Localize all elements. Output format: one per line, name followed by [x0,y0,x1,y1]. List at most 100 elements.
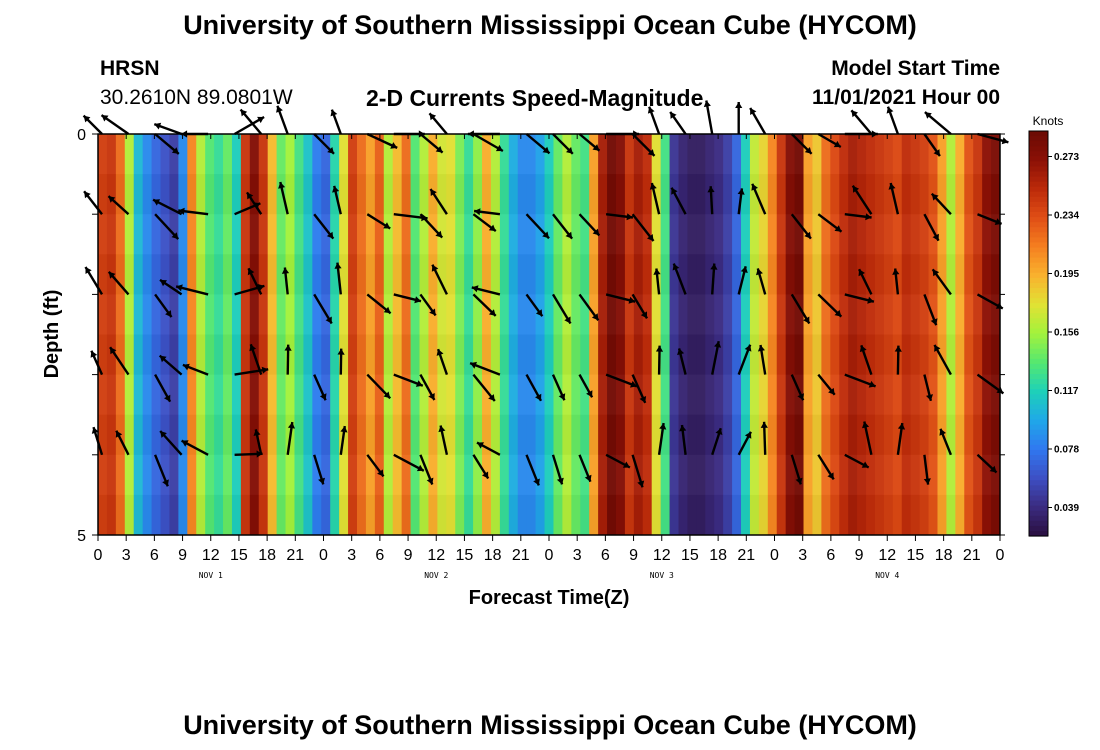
current-vector-head [851,110,858,118]
heatmap-cell [517,134,528,535]
heatmap-cell [383,134,394,535]
current-vector-head [470,361,477,369]
colorbar-segment [1029,176,1048,183]
heatmap-cell [178,134,189,535]
current-vector-head [482,471,489,479]
x-tick-label: 6 [150,547,159,564]
current-vector-head [256,450,263,458]
heatmap-cell [133,134,144,535]
heatmap-cell [973,134,983,535]
colorbar-segment [1029,277,1048,284]
x-tick-label: 9 [629,547,638,564]
colorbar-tick-label: 0.117 [1054,386,1079,397]
current-vector-head [639,396,647,403]
current-vector-head [154,122,162,130]
heatmap-cell [348,134,358,535]
colorbar-segment [1029,515,1048,522]
current-vector-head [834,225,842,232]
current-vector-head [932,269,940,277]
colorbar-tick-label: 0.156 [1054,328,1079,339]
current-vector-head [247,192,254,200]
colorbar-segment [1029,495,1048,502]
heatmap-cell [267,134,278,535]
heatmap-cell [794,134,805,535]
current-vector-head [744,431,752,439]
colorbar-segment [1029,434,1048,441]
heatmap-cell [571,134,582,535]
colorbar-segment [1029,465,1048,471]
colorbar-segment [1029,181,1048,188]
heatmap-cell [580,134,590,535]
current-vector-head [159,355,167,363]
current-vector-head [868,380,876,388]
current-vector-head [287,422,295,429]
current-vector-head [564,316,571,324]
current-vector-head [714,341,722,348]
current-vector-head [556,477,564,485]
current-vector-head [429,113,437,121]
colorbar-segment [1029,358,1048,365]
x-tick-label: 21 [737,547,755,564]
current-vector-head [584,474,592,482]
colorbar-segment [1029,404,1048,411]
current-vector-head [703,100,711,108]
current-vector-head [153,199,161,206]
colorbar-segment [1029,191,1048,198]
x-tick-label: 12 [653,547,671,564]
chart-title: University of Southern Mississippi Ocean… [183,10,917,40]
colorbar-segment [1029,343,1048,350]
day-label: NOV 4 [875,571,899,580]
current-vector-head [750,108,757,115]
heatmap-cell [455,134,465,535]
heatmap-cell [982,134,992,535]
heatmap-cell [749,134,760,535]
current-vector-head [795,477,803,485]
heatmap-cell [312,134,323,535]
current-vector-head [592,144,600,151]
current-vector-head [926,394,933,401]
x-tick-label: 6 [826,547,835,564]
current-vector-head [647,149,655,156]
heatmap-cell [196,134,206,535]
depth-band [98,415,1000,455]
heatmap-cell [866,134,876,535]
current-vector-head [430,189,437,196]
heatmap-cell [776,134,787,535]
depth-band [98,214,1000,254]
colorbar-segment [1029,247,1048,254]
heatmap-cell [106,134,117,535]
current-vector-head [934,344,941,352]
colorbar-segment [1029,520,1048,527]
heatmap-cell [365,134,376,535]
chart-subtitle: 2-D Currents Speed-Magnitude [366,85,704,111]
current-vector-head [737,188,745,195]
heatmap-cell [732,134,742,535]
current-vector-head [827,472,834,480]
current-vector-head [284,344,292,351]
x-tick-label: 3 [347,547,356,564]
heatmap-cell [446,134,457,535]
heatmap-cell [633,134,644,535]
current-vector-head [533,478,540,486]
current-vector-head [182,363,190,371]
colorbar-segment [1029,530,1048,537]
x-tick-label: 12 [202,547,220,564]
current-vector-head [281,267,290,274]
colorbar-segment [1029,171,1048,178]
current-vector-head [647,234,654,241]
heatmap-cell [330,134,340,535]
heatmap-cell [401,134,412,535]
current-vector-head [164,394,171,402]
colorbar-tick-label: 0.078 [1054,445,1079,456]
current-vector-head [757,345,765,352]
current-vector-head [989,465,997,473]
current-vector-head [474,208,481,216]
depth-band [98,455,1000,495]
x-tick-label: 3 [573,547,582,564]
current-vector-head [383,306,391,314]
current-vector-head [383,391,391,399]
x-tick-label: 9 [178,547,187,564]
heatmap-cell [910,134,921,535]
heatmap-cell [883,134,894,535]
colorbar-tick-label: 0.039 [1054,503,1079,514]
